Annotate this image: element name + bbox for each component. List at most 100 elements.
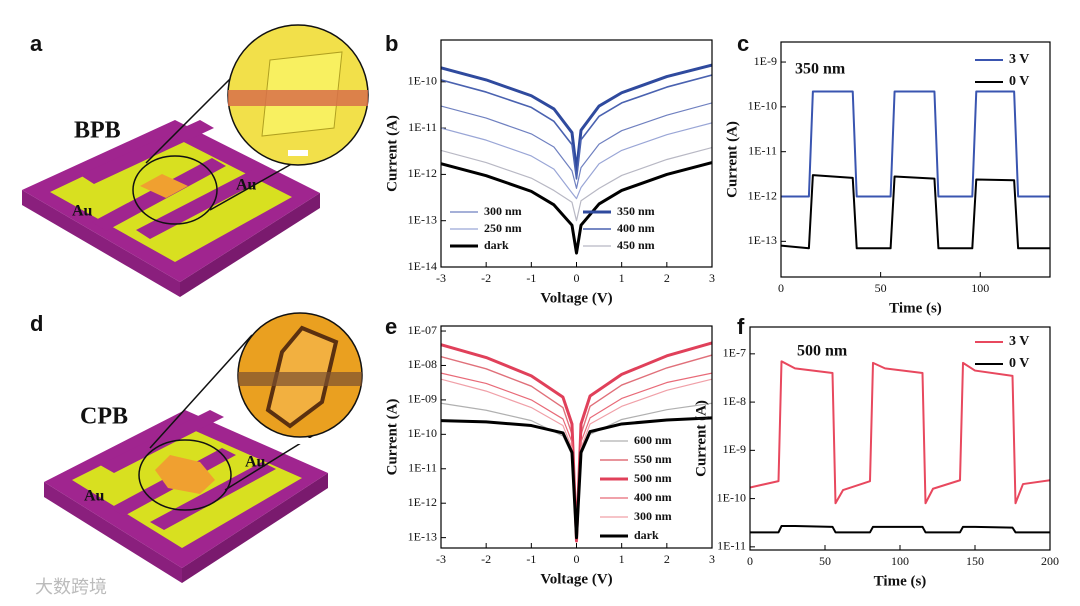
y-tick-label: 1E-13 xyxy=(408,212,437,226)
legend-label: 550 nm xyxy=(634,452,672,466)
y-tick-label: 1E-11 xyxy=(748,143,777,157)
series-line xyxy=(441,341,712,543)
series-line xyxy=(441,416,712,540)
panel-letter: c xyxy=(737,31,749,56)
legend-label: 0 V xyxy=(1009,74,1029,89)
x-tick-label: 50 xyxy=(819,554,831,568)
x-tick-label: -2 xyxy=(481,271,491,285)
x-tick-label: 0 xyxy=(778,281,784,295)
legend-label: 300 nm xyxy=(634,509,672,523)
electrode-label: Au xyxy=(236,177,257,194)
x-tick-label: -1 xyxy=(526,271,536,285)
x-axis-label: Time (s) xyxy=(889,300,942,316)
y-tick-label: 1E-12 xyxy=(748,188,777,202)
panel-letter: e xyxy=(385,314,397,339)
y-tick-label: 1E-10 xyxy=(717,490,746,504)
series-line xyxy=(441,74,712,180)
y-tick-label: 1E-13 xyxy=(408,529,437,543)
y-tick-label: 1E-07 xyxy=(408,323,437,337)
y-tick-label: 1E-7 xyxy=(723,346,746,360)
y-tick-label: 1E-10 xyxy=(408,74,437,88)
series-line xyxy=(781,90,1050,198)
y-tick-label: 1E-11 xyxy=(717,539,746,553)
y-tick-label: 1E-10 xyxy=(408,426,437,440)
y-tick-label: 1E-08 xyxy=(408,357,437,371)
x-tick-label: -3 xyxy=(436,552,446,566)
x-tick-label: 0 xyxy=(574,271,580,285)
legend-label: 0 V xyxy=(1009,356,1029,371)
x-tick-label: 3 xyxy=(709,271,715,285)
panel-letter: b xyxy=(385,31,398,56)
legend-label: 250 nm xyxy=(484,221,522,235)
series-line xyxy=(441,63,712,173)
x-tick-label: 150 xyxy=(966,554,984,568)
y-tick-label: 1E-9 xyxy=(754,54,777,68)
y-tick-label: 1E-12 xyxy=(408,495,437,509)
legend-label: 450 nm xyxy=(617,238,655,252)
x-tick-label: 2 xyxy=(664,271,670,285)
x-tick-label: 50 xyxy=(875,281,887,295)
legend-label: 3 V xyxy=(1009,334,1029,349)
x-tick-label: 1 xyxy=(619,552,625,566)
legend-label: dark xyxy=(484,238,509,252)
y-axis-label: Current (A) xyxy=(384,399,400,476)
material-label: BPB xyxy=(74,118,121,144)
series-line xyxy=(750,360,1050,505)
legend-label: 300 nm xyxy=(484,204,522,218)
series-line xyxy=(441,122,712,200)
axes-frame xyxy=(440,39,713,268)
watermark: 大数跨境 xyxy=(35,577,107,598)
x-axis-label: Voltage (V) xyxy=(540,290,612,306)
y-tick-label: 1E-8 xyxy=(723,394,746,408)
annotation: 350 nm xyxy=(795,61,846,78)
series-line xyxy=(750,525,1050,534)
y-tick-label: 1E-12 xyxy=(408,166,437,180)
y-tick-label: 1E-11 xyxy=(408,120,437,134)
y-tick-label: 1E-9 xyxy=(723,442,746,456)
x-tick-label: 100 xyxy=(971,281,989,295)
legend-label: dark xyxy=(634,528,659,542)
device-a xyxy=(22,24,369,297)
electrode-label: Au xyxy=(245,454,266,471)
y-axis-label: Current (A) xyxy=(724,121,740,198)
material-label: CPB xyxy=(80,404,128,430)
x-tick-label: 0 xyxy=(574,552,580,566)
electrode-label: Au xyxy=(84,488,105,505)
panel-letter: d xyxy=(30,311,43,336)
series-line xyxy=(441,102,712,189)
y-axis-label: Current (A) xyxy=(384,115,400,192)
x-tick-label: 2 xyxy=(664,552,670,566)
y-tick-label: 1E-14 xyxy=(408,259,437,273)
panel-letter: f xyxy=(737,314,745,339)
y-tick-label: 1E-09 xyxy=(408,392,437,406)
legend-label: 400 nm xyxy=(634,490,672,504)
x-tick-label: -3 xyxy=(436,271,446,285)
x-axis-label: Time (s) xyxy=(874,573,927,589)
legend-label: 400 nm xyxy=(617,221,655,235)
device-d xyxy=(44,312,363,583)
legend-label: 350 nm xyxy=(617,204,655,218)
y-axis-label: Current (A) xyxy=(693,400,709,477)
x-tick-label: 3 xyxy=(709,552,715,566)
series-line xyxy=(441,146,712,222)
x-tick-label: 0 xyxy=(747,554,753,568)
x-tick-label: 100 xyxy=(891,554,909,568)
x-axis-label: Voltage (V) xyxy=(540,571,612,587)
y-tick-label: 1E-10 xyxy=(748,99,777,113)
axes-frame xyxy=(780,41,1051,278)
electrode-label: Au xyxy=(72,203,93,220)
x-tick-label: 200 xyxy=(1041,554,1059,568)
x-tick-label: -2 xyxy=(481,552,491,566)
series-line xyxy=(781,174,1050,250)
legend-label: 600 nm xyxy=(634,433,672,447)
axes-frame xyxy=(749,326,1051,551)
legend-label: 500 nm xyxy=(634,471,672,485)
panel-letter: a xyxy=(30,31,43,56)
annotation: 500 nm xyxy=(797,343,848,360)
legend-label: 3 V xyxy=(1009,52,1029,67)
x-tick-label: -1 xyxy=(526,552,536,566)
y-tick-label: 1E-13 xyxy=(748,233,777,247)
x-tick-label: 1 xyxy=(619,271,625,285)
y-tick-label: 1E-11 xyxy=(408,461,437,475)
